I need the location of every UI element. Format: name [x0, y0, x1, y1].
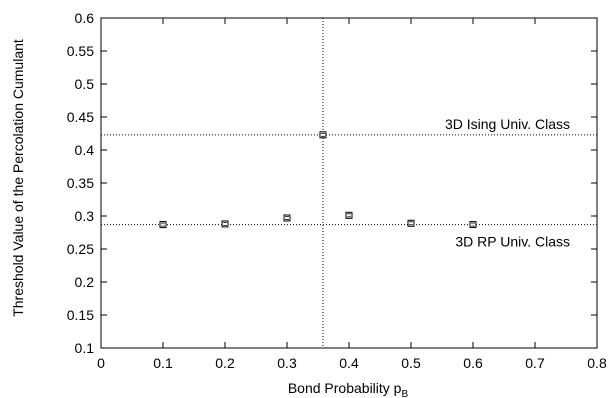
data-point-marker — [407, 219, 415, 227]
plot-frame — [100, 17, 598, 349]
y-tick-label: 0.35 — [67, 175, 94, 191]
x-tick-label: 0.1 — [153, 355, 173, 371]
data-points — [159, 131, 477, 229]
data-point — [319, 131, 327, 139]
y-tick-label: 0.3 — [75, 208, 95, 224]
x-tick-label: 0.2 — [215, 355, 235, 371]
plot-area — [100, 17, 598, 349]
x-tick-label: 0.8 — [587, 355, 607, 371]
x-tick-label: 0.4 — [339, 355, 359, 371]
y-tick-label: 0.1 — [75, 340, 95, 356]
data-point-marker — [283, 214, 291, 222]
data-point-marker — [469, 221, 477, 229]
x-tick-label: 0.3 — [277, 355, 297, 371]
data-point-marker — [221, 220, 229, 228]
data-point-marker — [345, 211, 353, 219]
x-tick-label: 0.7 — [525, 355, 545, 371]
data-point — [221, 220, 229, 228]
y-tick-label: 0.45 — [67, 109, 94, 125]
reference-line-label: 3D Ising Univ. Class — [445, 116, 570, 132]
y-tick-label: 0.25 — [67, 241, 94, 257]
y-tick-label: 0.5 — [75, 76, 95, 92]
x-tick-label: 0.5 — [401, 355, 421, 371]
x-tick-label: 0 — [97, 355, 105, 371]
reference-line-label: 3D RP Univ. Class — [455, 234, 570, 250]
x-axis-label: Bond Probability pB — [288, 380, 409, 398]
data-point — [407, 219, 415, 227]
data-point — [283, 214, 291, 222]
y-tick-label: 0.6 — [75, 10, 95, 26]
y-tick-label: 0.2 — [75, 274, 95, 290]
axis-ticks: 0 0.1 0.2 0.3 0.4 0.5 0.6 0.7 0.80.10.150.20.250… — [67, 10, 607, 371]
y-tick-label: 0.4 — [75, 142, 95, 158]
y-tick-label: 0.55 — [67, 43, 94, 59]
data-point-marker — [319, 131, 327, 139]
data-point — [345, 211, 353, 219]
data-point-marker — [159, 221, 167, 229]
data-point — [469, 221, 477, 229]
x-axis-label-subscript: B — [401, 389, 408, 398]
y-axis-label: Threshold Value of the Percolation Cumul… — [10, 39, 26, 317]
reference-lines: 3D Ising Univ. Class 3D RP Univ. Class — [101, 18, 597, 348]
x-tick-label: 0.6 — [463, 355, 483, 371]
y-tick-label: 0.15 — [67, 307, 94, 323]
data-point — [159, 221, 167, 229]
